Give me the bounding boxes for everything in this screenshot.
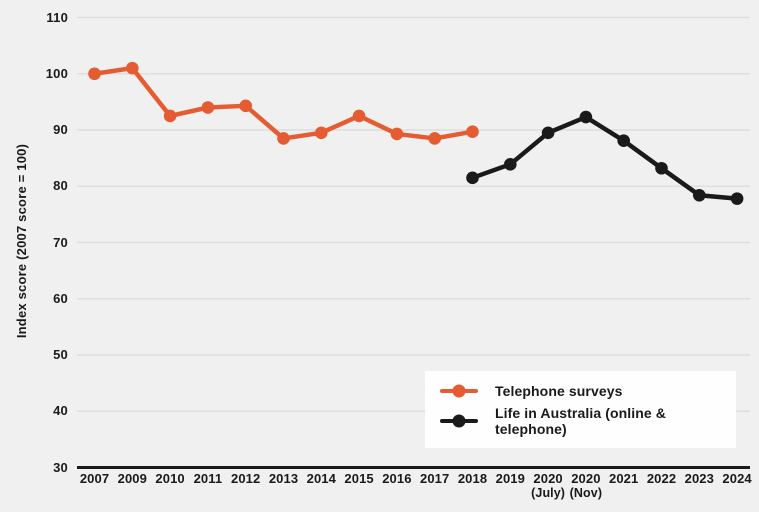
- y-tick-label: 70: [53, 234, 68, 250]
- legend-item-life-in-australia: Life in Australia (online & telephone): [440, 405, 736, 437]
- legend-line-dot-icon: [440, 414, 478, 427]
- x-tick-label: 2010: [155, 471, 185, 486]
- data-point: [239, 99, 252, 113]
- y-tick-label: 90: [53, 122, 68, 137]
- data-point: [655, 161, 668, 175]
- x-tick-label: 2011: [193, 471, 223, 486]
- y-tick-label: 80: [53, 178, 68, 194]
- data-point: [277, 132, 290, 145]
- x-tick-label: 2023: [684, 471, 714, 486]
- data-point: [126, 61, 139, 75]
- data-point: [466, 125, 479, 138]
- x-tick-label: 2014: [306, 471, 336, 486]
- legend-line-dot-icon: [440, 384, 478, 397]
- data-point: [579, 110, 593, 124]
- x-tick-label: 2019: [495, 471, 525, 486]
- x-tick-label: 2012: [231, 471, 261, 486]
- data-point: [466, 171, 479, 185]
- x-tick-label: 2015: [344, 471, 374, 486]
- data-point: [693, 188, 706, 202]
- x-tick-label: 2021: [609, 471, 639, 486]
- x-tick-label: 2020 (Nov): [569, 471, 603, 500]
- y-tick-label: 40: [53, 403, 68, 419]
- x-tick-label: 2020 (July): [531, 471, 566, 500]
- data-point: [730, 192, 744, 205]
- x-tick-label: 2013: [268, 471, 299, 486]
- x-tick-label: 2017: [420, 471, 450, 486]
- legend: Telephone surveys Life in Australia (onl…: [425, 371, 736, 448]
- legend-label-life-in-australia: Life in Australia (online & telephone): [495, 404, 666, 437]
- y-tick-label: 50: [53, 347, 68, 362]
- x-tick-label: 2018: [457, 471, 488, 486]
- data-point: [617, 134, 630, 147]
- x-tick-label: 2007: [79, 471, 110, 486]
- y-tick-label: 60: [53, 290, 68, 306]
- x-tick-label: 2024: [722, 471, 752, 486]
- data-point: [504, 158, 517, 171]
- legend-label-telephone-surveys: Telephone surveys: [495, 382, 623, 399]
- y-tick-label: 110: [46, 9, 68, 25]
- x-tick-label: 2016: [382, 471, 412, 486]
- x-tick-label: 2022: [646, 471, 677, 486]
- data-point: [352, 109, 366, 123]
- series-line-1: [470, 114, 740, 201]
- legend-item-telephone-surveys: Telephone surveys: [440, 383, 736, 399]
- x-tick-label: 2009: [117, 471, 147, 486]
- data-point: [541, 126, 555, 140]
- data-point: [428, 132, 442, 145]
- y-tick-label: 100: [45, 65, 68, 81]
- data-point: [390, 127, 404, 141]
- data-point: [201, 101, 215, 114]
- data-point: [88, 67, 101, 81]
- data-point: [315, 126, 328, 140]
- y-tick-label: 30: [53, 459, 68, 475]
- data-point: [163, 109, 177, 123]
- series-line-0: [92, 65, 475, 141]
